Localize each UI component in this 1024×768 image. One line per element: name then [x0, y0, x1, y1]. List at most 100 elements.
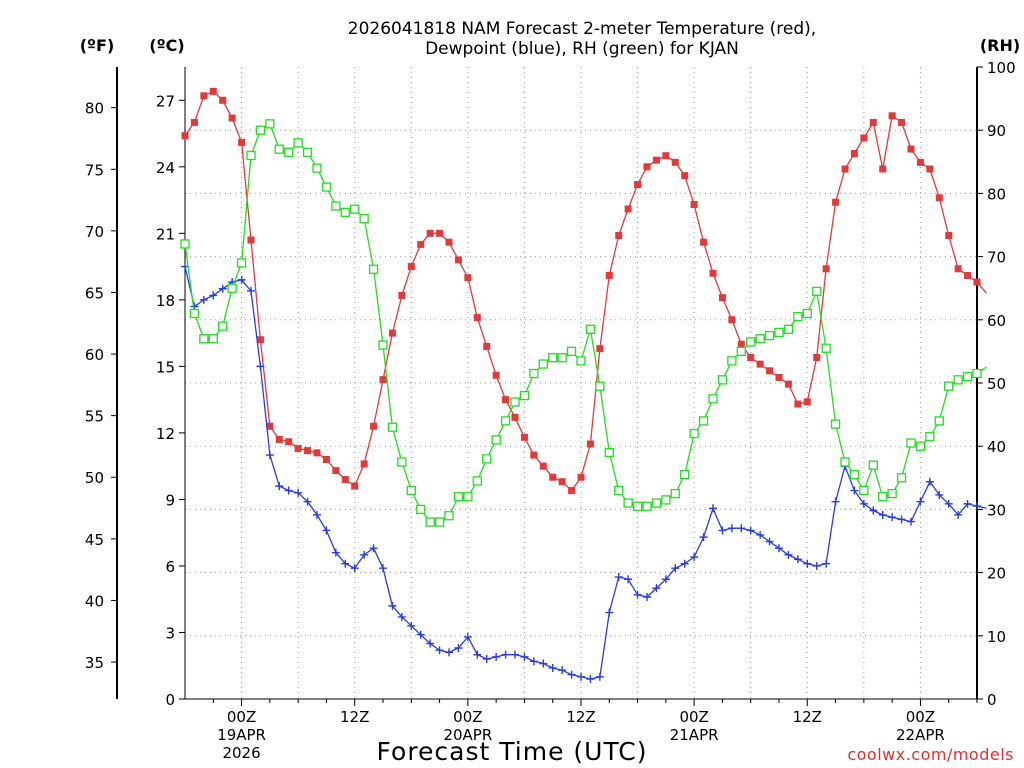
dewpoint-point	[435, 646, 444, 655]
temperature-point	[473, 314, 481, 322]
dewpoint-point	[727, 524, 736, 533]
rh-point	[859, 485, 869, 496]
rh-point	[915, 441, 926, 451]
rh-point	[566, 346, 577, 357]
dewpoint-point	[511, 650, 519, 659]
rh-point	[614, 485, 624, 496]
chart-title-line1: 2026041818 NAM Forecast 2-meter Temperat…	[348, 19, 816, 39]
rh-point	[661, 495, 671, 505]
dewpoint-point	[765, 537, 774, 546]
temperature-point	[417, 240, 425, 248]
rh-tick-label: 30	[987, 501, 1006, 519]
rh-point	[595, 381, 605, 391]
series-line	[184, 266, 987, 680]
temperature-point	[832, 198, 840, 206]
dewpoint-point	[916, 497, 925, 506]
temperature-point	[247, 236, 255, 244]
temperature-point	[511, 413, 519, 421]
celsius-tick-label: 6	[165, 558, 175, 576]
axes: 35 40 45 50 55 60 65 70 75 80 0 3 6 9 12 15 18 21 24 27 0 10 2…	[85, 59, 1016, 762]
dewpoint-point	[850, 486, 859, 495]
temperature-point	[709, 269, 717, 277]
dewpoint-point	[397, 612, 406, 621]
dewpoint-point	[624, 575, 633, 584]
temperature-point	[351, 482, 359, 490]
rh-tick-label: 50	[987, 375, 1006, 393]
series-2	[181, 262, 987, 684]
rh-point	[868, 460, 878, 470]
dewpoint-point	[775, 544, 783, 553]
rh-tick-label: 60	[987, 312, 1006, 330]
rh-point	[284, 147, 294, 157]
rh-point	[189, 308, 200, 319]
rh-point	[934, 416, 944, 426]
dewpoint-point	[331, 548, 340, 557]
rh-point	[199, 334, 209, 344]
temperature-point	[209, 87, 217, 95]
dewpoint-point	[426, 639, 435, 648]
temperature-point	[822, 265, 830, 273]
rh-point	[793, 311, 803, 322]
rh-point	[717, 375, 728, 385]
dewpoint-point	[313, 510, 321, 519]
fahrenheit-tick-label: 80	[85, 100, 104, 118]
celsius-tick-label: 27	[156, 92, 175, 110]
temperature-point	[973, 278, 981, 286]
dewpoint-point	[803, 559, 812, 568]
rh-point	[783, 324, 794, 334]
rh-point	[727, 356, 737, 366]
dewpoint-point	[822, 559, 831, 568]
celsius-tick-label: 0	[165, 691, 175, 709]
x-tick-label: 12Z	[566, 708, 595, 726]
temperature-point	[285, 438, 293, 446]
celsius-tick-label: 12	[156, 425, 175, 443]
dewpoint-point	[944, 499, 953, 508]
temperature-point	[200, 92, 208, 100]
dewpoint-point	[746, 526, 755, 535]
temperature-point	[869, 118, 877, 126]
temperature-point	[718, 294, 726, 302]
temperature-point	[388, 329, 396, 337]
temperature-point	[605, 271, 613, 279]
temperature-point	[483, 342, 491, 350]
temperature-point	[181, 132, 189, 140]
temperature-point	[907, 145, 915, 153]
dewpoint-point	[690, 553, 699, 562]
dewpoint-point	[369, 544, 378, 553]
rh-point	[972, 368, 982, 379]
temperature-point	[615, 232, 623, 240]
temperature-point	[539, 462, 547, 470]
temperature-point	[464, 274, 472, 282]
fahrenheit-tick-label: 60	[85, 346, 104, 364]
dewpoint-point	[595, 672, 604, 681]
rh-point	[689, 428, 699, 439]
rh-point	[642, 501, 652, 511]
dewpoint-point	[605, 608, 614, 617]
dewpoint-point	[643, 592, 651, 601]
dewpoint-point	[973, 502, 981, 511]
temperature-point	[784, 380, 792, 388]
fahrenheit-tick-label: 35	[85, 654, 104, 672]
rh-point	[708, 394, 718, 404]
temperature-point	[238, 138, 246, 146]
x-tick-label: 00Z	[679, 708, 708, 726]
rh-point	[821, 343, 831, 353]
dewpoint-point	[954, 510, 963, 519]
dewpoint-point	[256, 362, 265, 371]
rh-point	[180, 239, 190, 249]
rh-point	[368, 264, 379, 274]
dewpoint-point	[784, 550, 793, 559]
rh-tick-label: 80	[987, 185, 1006, 203]
temperature-point	[624, 205, 632, 213]
x-tick-label: 00Z	[227, 708, 256, 726]
temperature-point	[888, 112, 896, 120]
fahrenheit-tick-label: 75	[85, 161, 104, 179]
rh-point	[340, 207, 350, 218]
rh-point	[491, 435, 501, 445]
dewpoint-point	[416, 630, 425, 639]
rh-point	[802, 308, 812, 319]
temperature-point	[219, 96, 227, 104]
rh-point	[764, 330, 775, 341]
dewpoint-point	[341, 559, 350, 568]
